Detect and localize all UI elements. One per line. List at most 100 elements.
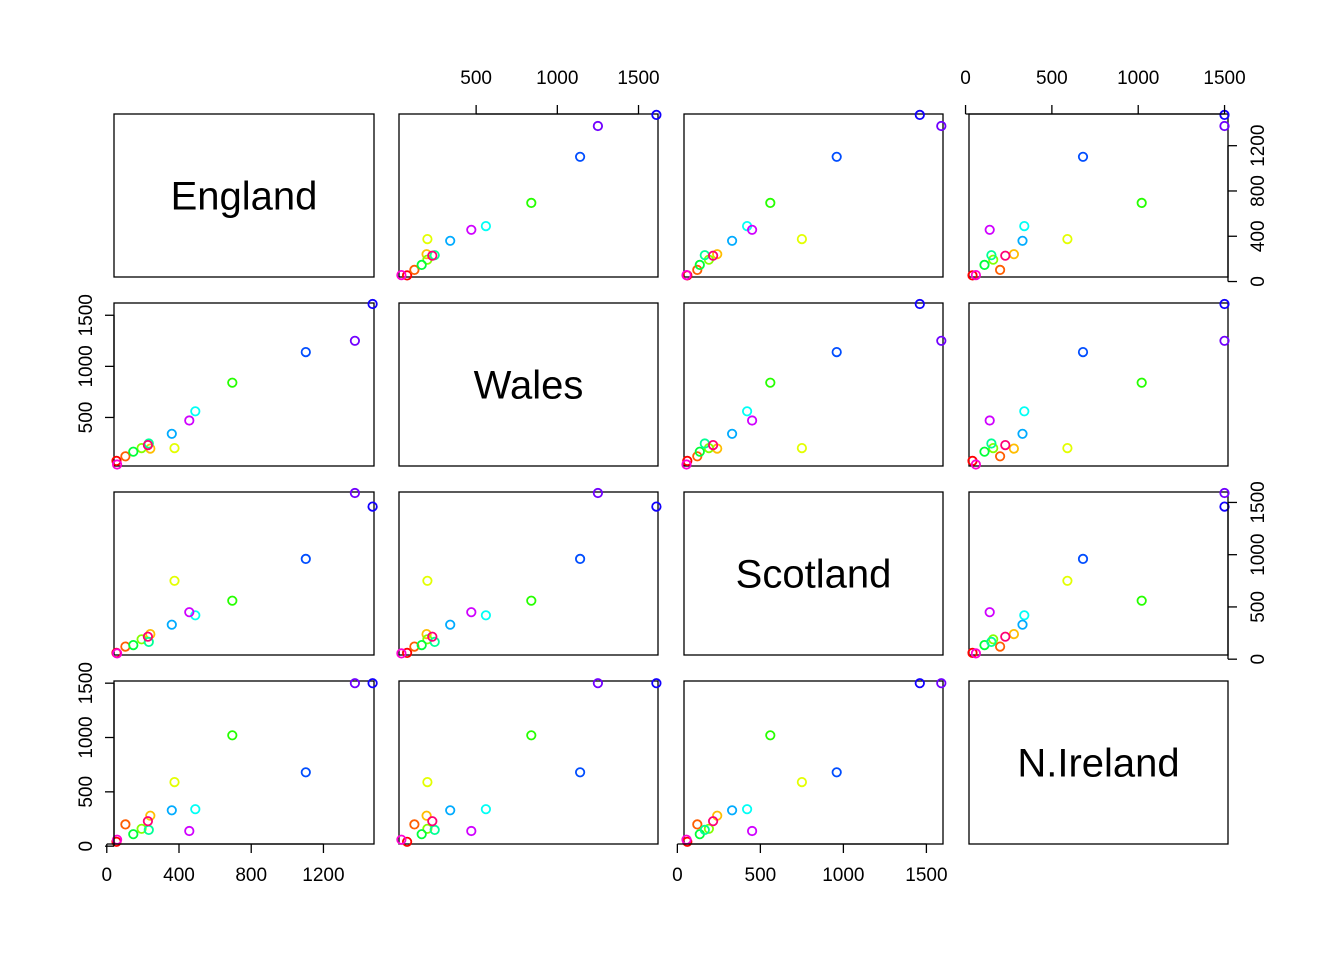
data-point <box>227 730 238 741</box>
data-point <box>349 487 360 499</box>
data-point <box>367 298 378 310</box>
data-point <box>1017 619 1028 630</box>
data-point <box>466 825 477 837</box>
data-point <box>692 264 703 275</box>
data-point <box>396 269 407 281</box>
data-point <box>1062 575 1073 586</box>
data-point <box>166 619 177 630</box>
data-point <box>1017 235 1028 246</box>
data-point <box>1062 234 1073 245</box>
data-point <box>741 804 753 815</box>
y-axis-n-ireland: 0 500 1000 1500 <box>76 662 115 851</box>
data-point <box>169 442 180 454</box>
variable-label-england: England <box>171 175 318 219</box>
data-point <box>986 250 997 261</box>
data-point <box>1000 250 1011 261</box>
data-point <box>416 259 427 270</box>
data-point <box>526 595 537 606</box>
data-point <box>979 259 990 270</box>
tick-label: 400 <box>1248 220 1269 252</box>
data-point <box>1008 249 1020 260</box>
panel-england-vs-n-ireland <box>967 109 1230 281</box>
data-point <box>120 819 131 830</box>
data-point <box>970 459 982 470</box>
data-point <box>765 197 776 208</box>
x-axis-wales: 500 1000 1500 <box>460 68 660 115</box>
data-point <box>765 377 776 388</box>
data-point <box>349 678 360 689</box>
tick-label: 1000 <box>1248 534 1269 576</box>
data-point <box>1062 442 1073 454</box>
x-axis-scotland: 0 500 1000 1500 <box>672 843 948 886</box>
panel-frame <box>683 491 944 656</box>
data-point <box>1000 439 1011 451</box>
data-point <box>120 641 131 652</box>
data-point <box>401 270 413 281</box>
data-point <box>1136 197 1147 208</box>
data-point <box>707 250 719 261</box>
tick-label: 0 <box>101 865 112 886</box>
panel-wales-vs-n-ireland <box>967 298 1230 470</box>
tick-label: 0 <box>1248 654 1269 665</box>
data-point <box>128 446 139 457</box>
data-point <box>416 829 427 840</box>
data-point <box>143 636 154 648</box>
data-point <box>169 776 180 788</box>
data-point <box>914 298 925 310</box>
data-point <box>184 607 195 618</box>
data-point <box>421 628 432 640</box>
tick-label: 500 <box>76 776 97 808</box>
tick-label: 1500 <box>76 662 97 704</box>
data-point <box>367 678 378 689</box>
panel-scotland-vs-wales <box>396 487 662 659</box>
tick-label: 1000 <box>76 716 97 758</box>
data-point <box>396 648 407 659</box>
data-point <box>796 442 808 454</box>
data-point <box>1077 346 1089 358</box>
data-point <box>970 648 982 659</box>
panel-wales-vs-england <box>111 298 378 470</box>
panel-n-ireland-vs-wales <box>396 678 662 847</box>
variable-label-wales: Wales <box>474 364 584 408</box>
data-point <box>1219 487 1230 499</box>
data-point <box>466 224 477 235</box>
data-point <box>796 776 808 788</box>
data-point <box>574 151 586 162</box>
data-point <box>970 269 982 281</box>
data-point <box>984 224 995 235</box>
data-point <box>967 270 978 281</box>
data-point <box>184 825 195 837</box>
data-point <box>422 776 433 788</box>
tick-label: 1500 <box>905 865 947 886</box>
data-point <box>694 259 705 270</box>
tick-label: 1000 <box>1117 68 1159 89</box>
y-axis-wales: 500 1000 1500 <box>76 294 115 433</box>
tick-label: 0 <box>960 68 971 89</box>
y-axis-england: 0 400 800 1200 <box>1227 125 1269 287</box>
panel-england-vs-england: England <box>113 113 375 278</box>
tick-label: 1200 <box>1248 125 1269 167</box>
variable-label-n-ireland: N.Ireland <box>1017 742 1179 786</box>
panel-wales-vs-wales: Wales <box>398 302 659 467</box>
data-point <box>300 767 311 778</box>
tick-label: 1500 <box>1248 481 1269 523</box>
data-point <box>1219 120 1230 132</box>
data-point <box>145 810 156 821</box>
data-point <box>574 767 586 778</box>
data-point <box>427 631 438 642</box>
data-point <box>994 641 1006 652</box>
data-point <box>128 829 139 840</box>
panel-england-vs-wales <box>396 109 662 281</box>
data-point <box>112 648 123 659</box>
data-point <box>1219 298 1230 310</box>
y-axis-scotland: 0 500 1000 1500 <box>1227 481 1269 665</box>
data-point <box>1008 443 1020 454</box>
tick-label: 1500 <box>617 68 659 89</box>
data-point <box>703 823 715 834</box>
panel-frame <box>113 113 375 278</box>
panel-scotland-vs-england <box>111 487 378 659</box>
data-point <box>707 816 719 827</box>
data-point <box>986 438 997 449</box>
data-point <box>300 346 311 358</box>
